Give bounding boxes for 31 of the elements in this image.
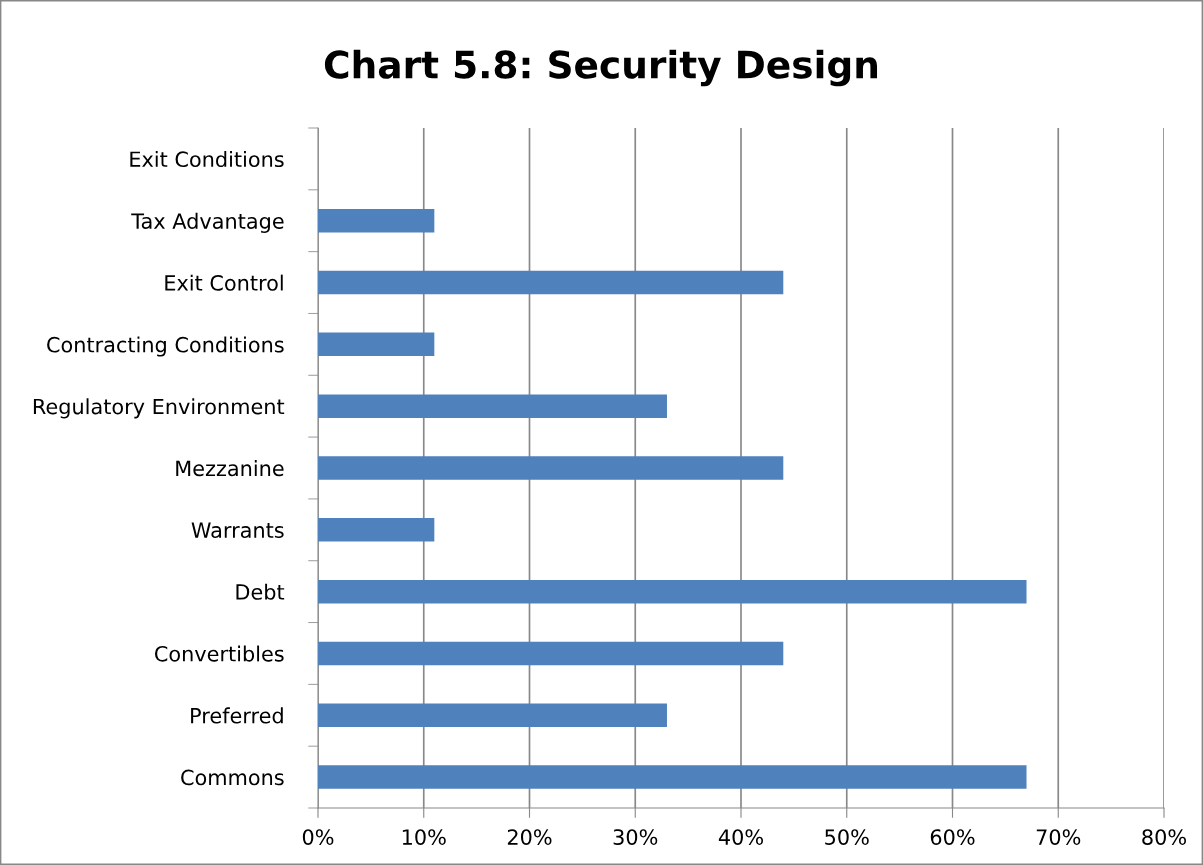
x-tick-label: 30% bbox=[613, 829, 658, 845]
y-tick-label: Debt bbox=[236, 583, 285, 600]
bar bbox=[318, 765, 1027, 789]
y-tick-label: Preferred bbox=[191, 707, 283, 724]
y-tick-label: Exit Conditions bbox=[130, 150, 284, 168]
bar bbox=[318, 208, 435, 233]
chart-title: Chart 5.8: Security Design bbox=[324, 49, 878, 87]
bar bbox=[318, 270, 784, 295]
x-tick-label: 70% bbox=[1036, 829, 1081, 845]
y-tick-label: Contracting Conditions bbox=[47, 336, 284, 357]
x-tick-label: 40% bbox=[718, 829, 763, 845]
y-tick-label: Mezzanine bbox=[176, 460, 284, 477]
bar bbox=[318, 394, 667, 418]
y-tick-label: Commons bbox=[181, 769, 284, 786]
x-tick-label: 50% bbox=[825, 829, 869, 845]
x-tick-label: 20% bbox=[507, 829, 552, 845]
y-tick-label: Convertibles bbox=[154, 645, 284, 662]
bar bbox=[318, 456, 784, 480]
bar bbox=[318, 332, 435, 357]
x-tick-label: 60% bbox=[930, 829, 975, 845]
bar bbox=[318, 703, 667, 728]
y-tick-label: Regulatory Environment bbox=[33, 398, 285, 419]
y-tick-label: Warrants bbox=[191, 522, 284, 539]
x-tick-label: 80% bbox=[1142, 829, 1186, 845]
y-tick-label: Tax Advantage bbox=[131, 212, 284, 233]
bar bbox=[318, 579, 1027, 604]
y-tick-label: Exit Control bbox=[165, 274, 283, 291]
bar bbox=[318, 518, 435, 542]
x-tick-label: 0% bbox=[302, 829, 334, 845]
x-tick-label: 10% bbox=[402, 829, 446, 845]
bar bbox=[318, 641, 784, 666]
